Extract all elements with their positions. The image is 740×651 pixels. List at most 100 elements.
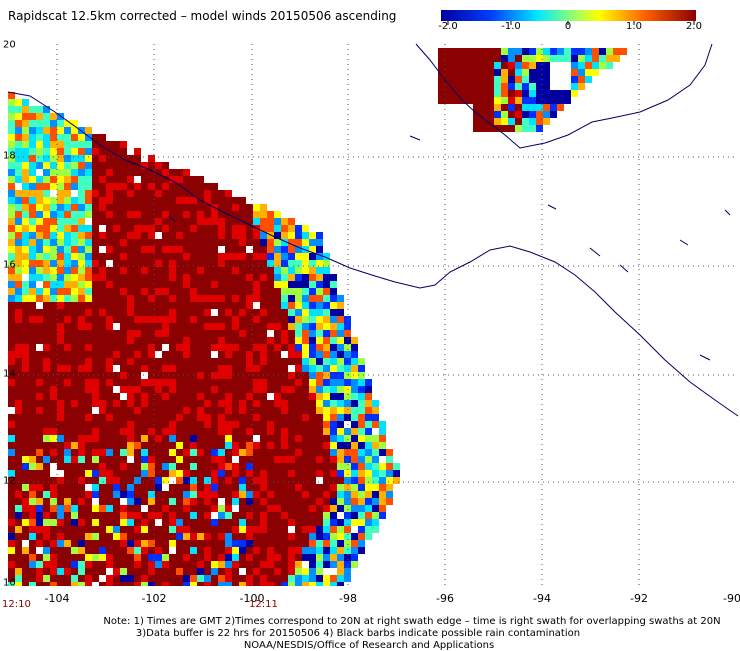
swath-cell xyxy=(358,463,365,470)
swath-cell xyxy=(274,309,281,316)
swath-cell xyxy=(106,141,113,148)
swath-cell xyxy=(267,351,274,358)
swath-cell xyxy=(50,344,57,351)
swath-cell xyxy=(281,400,288,407)
swath-cell xyxy=(106,386,113,393)
swath-cell xyxy=(267,526,274,533)
swath-cell xyxy=(8,225,15,232)
swath-cell xyxy=(288,246,295,253)
swath-cell xyxy=(459,83,466,90)
swath-cell xyxy=(302,456,309,463)
swath-cell xyxy=(64,456,71,463)
swath-cell xyxy=(232,330,239,337)
swath-cell xyxy=(253,512,260,519)
swath-cell xyxy=(85,267,92,274)
swath-cell xyxy=(344,435,351,442)
swath-cell xyxy=(274,281,281,288)
swath-cell xyxy=(211,540,218,547)
swath-cell xyxy=(8,295,15,302)
swath-cell xyxy=(71,176,78,183)
swath-cell xyxy=(211,218,218,225)
swath-cell xyxy=(71,351,78,358)
swath-cell xyxy=(29,134,36,141)
swath-cell xyxy=(197,540,204,547)
swath-cell xyxy=(162,358,169,365)
swath-cell xyxy=(106,176,113,183)
swath-cell xyxy=(169,351,176,358)
swath-cell xyxy=(330,295,337,302)
swath-cell xyxy=(155,407,162,414)
swath-cell xyxy=(162,568,169,575)
swath-cell xyxy=(141,442,148,449)
swath-cell xyxy=(267,561,274,568)
swath-cell xyxy=(260,484,267,491)
swath-cell xyxy=(232,512,239,519)
colorbar-tick-label: 2.0 xyxy=(686,21,702,32)
swath-cell xyxy=(218,505,225,512)
swath-cell xyxy=(36,400,43,407)
swath-cell xyxy=(141,533,148,540)
swath-cell xyxy=(211,295,218,302)
swath-cell xyxy=(295,337,302,344)
swath-cell xyxy=(204,358,211,365)
swath-cell xyxy=(239,407,246,414)
swath-cell xyxy=(64,253,71,260)
swath-cell xyxy=(36,113,43,120)
swath-cell xyxy=(438,55,445,62)
swath-cell xyxy=(148,309,155,316)
swath-cell xyxy=(239,540,246,547)
swath-cell xyxy=(288,561,295,568)
swath-cell xyxy=(599,55,606,62)
swath-cell xyxy=(155,435,162,442)
swath-cell xyxy=(64,365,71,372)
swath-cell xyxy=(78,218,85,225)
swath-cell xyxy=(162,225,169,232)
swath-cell xyxy=(106,148,113,155)
swath-cell xyxy=(8,281,15,288)
swath-cell xyxy=(43,568,50,575)
swath-cell xyxy=(344,498,351,505)
swath-cell xyxy=(473,76,480,83)
swath-cell xyxy=(8,337,15,344)
swath-cell xyxy=(36,386,43,393)
swath-cell xyxy=(218,449,225,456)
swath-cell xyxy=(260,323,267,330)
swath-cell xyxy=(288,400,295,407)
swath-cell xyxy=(99,190,106,197)
swath-cell xyxy=(281,302,288,309)
swath-cell xyxy=(50,274,57,281)
swath-cell xyxy=(351,407,358,414)
swath-cell xyxy=(148,260,155,267)
swath-cell xyxy=(211,421,218,428)
swath-cell xyxy=(379,449,386,456)
swath-cell xyxy=(211,498,218,505)
swath-cell xyxy=(197,225,204,232)
swath-cell xyxy=(169,190,176,197)
swath-cell xyxy=(267,281,274,288)
swath-cell xyxy=(323,393,330,400)
swath-cell xyxy=(43,281,50,288)
swath-cell xyxy=(225,512,232,519)
swath-cell xyxy=(197,393,204,400)
swath-cell xyxy=(218,365,225,372)
swath-cell xyxy=(50,302,57,309)
swath-cell xyxy=(50,568,57,575)
swath-cell xyxy=(204,540,211,547)
swath-cell xyxy=(246,526,253,533)
swath-cell xyxy=(127,337,134,344)
swath-cell xyxy=(43,323,50,330)
swath-cell xyxy=(351,386,358,393)
swath-cell xyxy=(99,330,106,337)
swath-cell xyxy=(36,162,43,169)
swath-cell xyxy=(176,582,183,586)
lon-label-96: -96 xyxy=(436,592,454,605)
swath-cell xyxy=(78,246,85,253)
swath-cell xyxy=(15,239,22,246)
swath-cell xyxy=(316,554,323,561)
swath-cell xyxy=(190,533,197,540)
swath-cell xyxy=(106,316,113,323)
swath-cell xyxy=(162,218,169,225)
swath-cell xyxy=(323,288,330,295)
swath-cell xyxy=(43,442,50,449)
swath-cell xyxy=(365,393,372,400)
